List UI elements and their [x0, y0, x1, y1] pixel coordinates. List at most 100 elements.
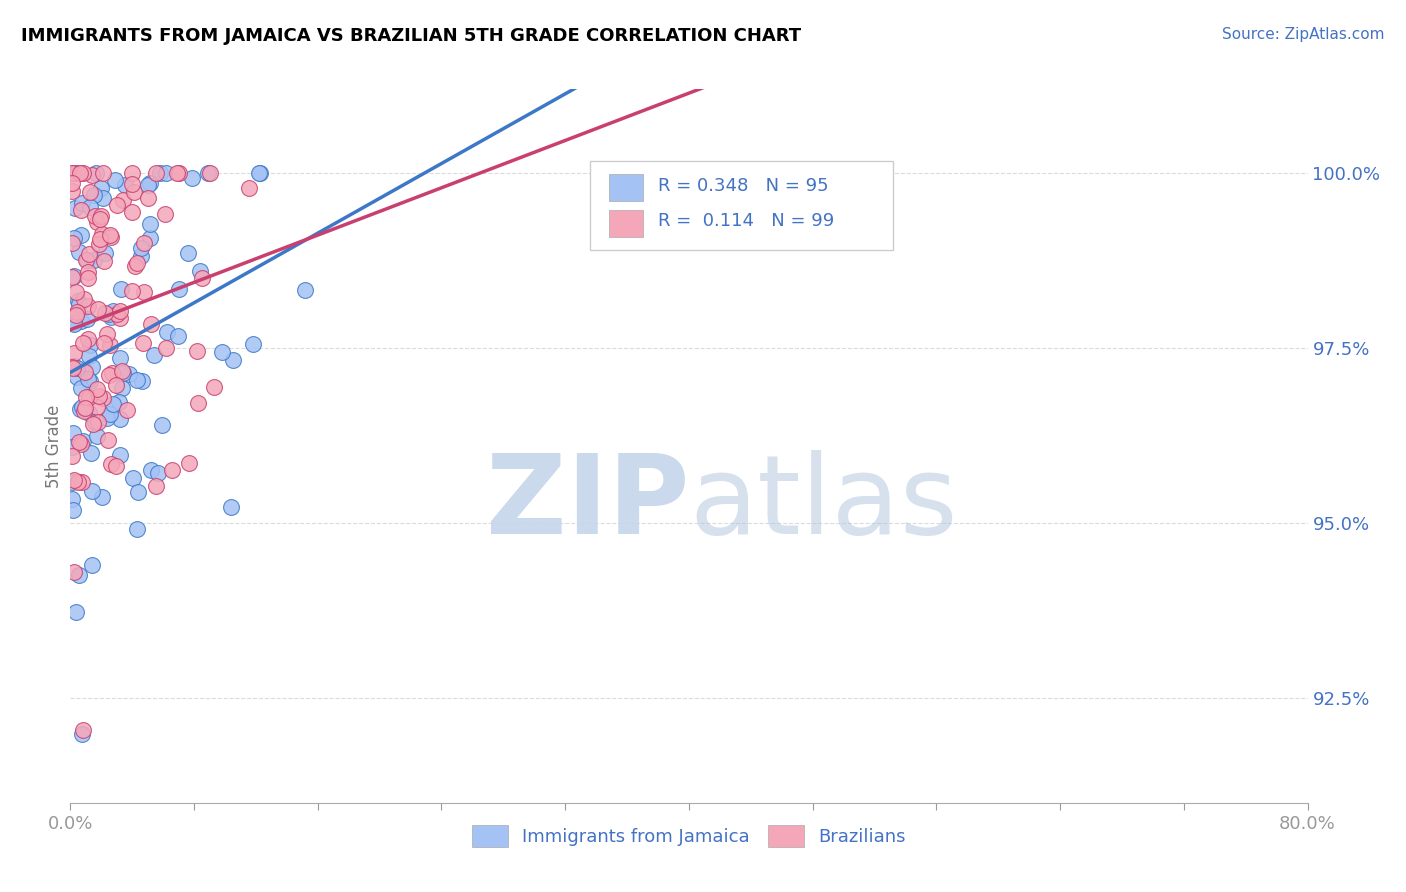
- Point: [132, 336, 155, 351]
- Point: [145, 479, 167, 493]
- Point: [139, 217, 162, 231]
- Point: [60, 235, 83, 250]
- Point: [65, 285, 87, 299]
- Point: [104, 173, 127, 187]
- Point: [75, 252, 97, 267]
- Point: [70, 227, 93, 242]
- Point: [139, 231, 162, 245]
- Point: [197, 166, 219, 180]
- Point: [83, 252, 105, 267]
- Point: [86, 382, 108, 396]
- Point: [65, 605, 87, 619]
- Point: [60, 450, 83, 464]
- Point: [70, 381, 93, 395]
- Point: [77, 406, 100, 420]
- Point: [134, 235, 156, 250]
- Point: [66, 166, 89, 180]
- Point: [69, 402, 91, 417]
- Point: [101, 397, 124, 411]
- Point: [66, 305, 89, 319]
- Point: [75, 401, 97, 415]
- Point: [86, 429, 108, 443]
- Point: [87, 389, 110, 403]
- Point: [100, 457, 122, 471]
- Point: [114, 178, 136, 192]
- Point: [139, 463, 162, 477]
- Point: [79, 201, 101, 215]
- Point: [60, 492, 83, 507]
- Point: [77, 264, 100, 278]
- Point: [191, 270, 214, 285]
- Point: [111, 364, 134, 378]
- Point: [86, 401, 108, 415]
- Point: [77, 246, 100, 260]
- Point: [62, 473, 84, 487]
- Point: [60, 184, 83, 198]
- Text: R =  0.114   N = 99: R = 0.114 N = 99: [658, 212, 834, 230]
- Point: [125, 373, 148, 387]
- Point: [187, 396, 209, 410]
- Point: [63, 359, 86, 373]
- Point: [93, 336, 115, 351]
- Point: [249, 166, 271, 180]
- Point: [96, 326, 118, 341]
- Point: [67, 434, 90, 449]
- Point: [87, 236, 110, 251]
- Point: [167, 283, 190, 297]
- Point: [90, 227, 112, 242]
- Point: [91, 191, 114, 205]
- Point: [80, 558, 103, 573]
- Point: [160, 463, 183, 477]
- Point: [63, 345, 86, 359]
- Point: [211, 345, 233, 359]
- Point: [72, 166, 94, 180]
- Point: [110, 381, 132, 395]
- Point: [60, 475, 83, 489]
- Point: [100, 338, 122, 352]
- Point: [77, 349, 100, 363]
- Point: [118, 368, 141, 382]
- Point: [121, 177, 143, 191]
- Point: [155, 341, 177, 355]
- Point: [179, 456, 201, 470]
- Point: [100, 230, 122, 244]
- Point: [198, 166, 221, 180]
- FancyBboxPatch shape: [591, 161, 893, 250]
- Point: [177, 246, 200, 260]
- Point: [242, 337, 264, 351]
- Point: [75, 390, 97, 404]
- Point: [93, 253, 115, 268]
- Text: ZIP: ZIP: [485, 450, 689, 557]
- Point: [105, 459, 128, 474]
- Point: [67, 294, 90, 309]
- Point: [91, 392, 114, 406]
- Point: [139, 176, 162, 190]
- Point: [66, 370, 89, 384]
- Point: [136, 178, 159, 192]
- Point: [60, 440, 83, 454]
- Point: [70, 196, 93, 211]
- Point: [83, 188, 105, 202]
- Point: [105, 378, 128, 392]
- Point: [69, 244, 91, 259]
- Point: [124, 185, 146, 199]
- Point: [294, 283, 316, 297]
- Point: [96, 411, 118, 425]
- Point: [100, 366, 122, 380]
- Point: [80, 483, 103, 498]
- Point: [72, 727, 94, 741]
- Point: [90, 209, 112, 223]
- Point: [108, 351, 131, 365]
- Point: [62, 360, 84, 375]
- Point: [70, 475, 93, 490]
- Point: [105, 307, 128, 321]
- Point: [66, 475, 89, 490]
- Point: [60, 269, 83, 284]
- Point: [79, 337, 101, 351]
- Point: [70, 314, 93, 328]
- Point: [219, 500, 242, 514]
- Point: [129, 241, 152, 255]
- Point: [60, 360, 83, 375]
- Point: [63, 316, 86, 330]
- Point: [105, 198, 128, 212]
